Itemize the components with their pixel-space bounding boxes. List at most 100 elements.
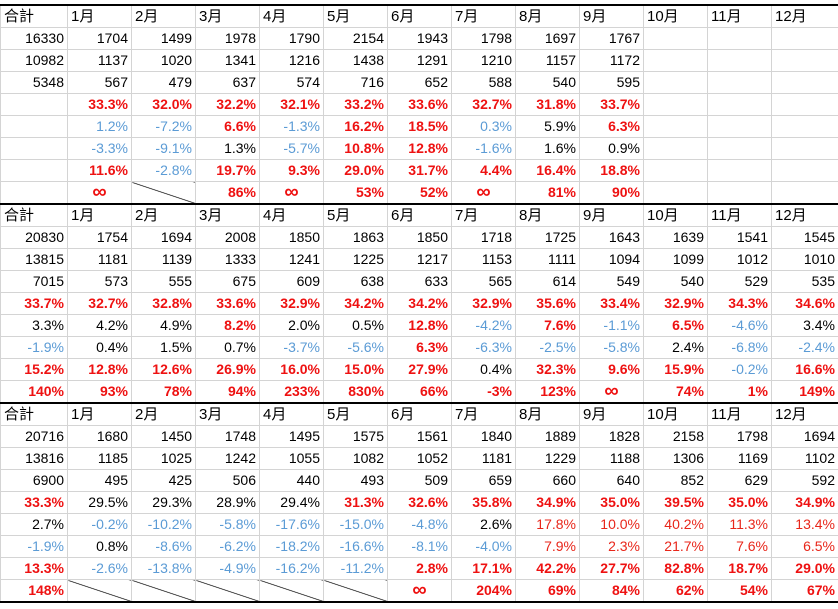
cell: 1052 bbox=[387, 447, 452, 470]
cell: ∞ bbox=[387, 579, 452, 603]
cell: 16.0% bbox=[259, 358, 324, 381]
cell: 9.6% bbox=[579, 358, 644, 381]
header-row: 合計 1月 2月 3月 4月 5月 6月 7月 8月 9月 10月 11月 12月 bbox=[0, 4, 838, 28]
cell: 637 bbox=[195, 71, 260, 94]
cell: 1229 bbox=[515, 447, 580, 470]
cell bbox=[0, 159, 68, 182]
cell: 1137 bbox=[67, 49, 132, 72]
cell: 20830 bbox=[0, 226, 68, 249]
cell: 35.0% bbox=[707, 491, 772, 514]
cell: 12.6% bbox=[131, 358, 196, 381]
cell: 1169 bbox=[707, 447, 772, 470]
header-cell: 1月 bbox=[67, 203, 132, 227]
cell bbox=[131, 579, 196, 603]
cell: 1694 bbox=[131, 226, 196, 249]
cell: 1216 bbox=[259, 49, 324, 72]
data-row: 20716 1680 1450 1748 1495 1575 1561 1840 1889 182… bbox=[0, 425, 838, 448]
cell: 3.4% bbox=[771, 314, 838, 337]
header-cell: 10月 bbox=[643, 4, 708, 28]
data-row: -3.3% -9.1% 1.3% -5.7% 10.8% 12.8% -1.6% 1.6% 0.… bbox=[0, 137, 838, 160]
cell: 2154 bbox=[323, 27, 388, 50]
cell: 10.0% bbox=[579, 513, 644, 536]
header-row: 合計 1月 2月 3月 4月 5月 6月 7月 8月 9月 10月 11月 12月 bbox=[0, 203, 838, 227]
cell bbox=[771, 137, 838, 160]
cell: 33.3% bbox=[67, 93, 132, 116]
cell: 4.2% bbox=[67, 314, 132, 337]
cell: 8.2% bbox=[195, 314, 260, 337]
cell: 32.2% bbox=[195, 93, 260, 116]
cell: 93% bbox=[67, 380, 132, 404]
cell: ∞ bbox=[451, 181, 516, 205]
header-cell: 10月 bbox=[643, 402, 708, 426]
cell bbox=[707, 27, 772, 50]
cell bbox=[707, 49, 772, 72]
cell: 1704 bbox=[67, 27, 132, 50]
header-cell: 3月 bbox=[195, 203, 260, 227]
cell: 1181 bbox=[451, 447, 516, 470]
data-row: 13815 1181 1139 1333 1241 1225 1217 1153 1111 109… bbox=[0, 248, 838, 271]
cell bbox=[643, 181, 708, 205]
cell: 609 bbox=[259, 270, 324, 293]
cell: 1217 bbox=[387, 248, 452, 271]
cell: 18.7% bbox=[707, 557, 772, 580]
cell: 18.8% bbox=[579, 159, 644, 182]
cell: 40.2% bbox=[643, 513, 708, 536]
cell: 588 bbox=[451, 71, 516, 94]
cell: 1012 bbox=[707, 248, 772, 271]
data-row: 3.3% 4.2% 4.9% 8.2% 2.0% 0.5% 12.8% -4.2% 7.6% -1… bbox=[0, 314, 838, 337]
cell: 1172 bbox=[579, 49, 644, 72]
cell: 638 bbox=[323, 270, 388, 293]
cell: 84% bbox=[579, 579, 644, 603]
cell: 54% bbox=[707, 579, 772, 603]
cell: 149% bbox=[771, 380, 838, 404]
cell: 0.5% bbox=[323, 314, 388, 337]
cell: 2.0% bbox=[259, 314, 324, 337]
cell: 1157 bbox=[515, 49, 580, 72]
header-cell: 合計 bbox=[0, 4, 68, 28]
cell: 1790 bbox=[259, 27, 324, 50]
data-row: -1.9% 0.8% -8.6% -6.2% -18.2% -16.6% -8.1% -4.0… bbox=[0, 535, 838, 558]
cell bbox=[707, 137, 772, 160]
cell bbox=[323, 579, 388, 603]
cell: 81% bbox=[515, 181, 580, 205]
data-row: 16330 1704 1499 1978 1790 2154 1943 1798 1697 176… bbox=[0, 27, 838, 50]
cell: 7.9% bbox=[515, 535, 580, 558]
cell: 1% bbox=[707, 380, 772, 404]
cell: 16.6% bbox=[771, 358, 838, 381]
cell: 0.8% bbox=[67, 535, 132, 558]
cell: 33.3% bbox=[0, 491, 68, 514]
cell: 660 bbox=[515, 469, 580, 492]
cell: 1333 bbox=[195, 248, 260, 271]
cell: 595 bbox=[579, 71, 644, 94]
cell bbox=[195, 579, 260, 603]
cell: 74% bbox=[643, 380, 708, 404]
header-cell: 4月 bbox=[259, 402, 324, 426]
cell: 1010 bbox=[771, 248, 838, 271]
cell bbox=[0, 137, 68, 160]
cell bbox=[643, 93, 708, 116]
cell: 1341 bbox=[195, 49, 260, 72]
header-cell: 11月 bbox=[707, 4, 772, 28]
cell: -10.2% bbox=[131, 513, 196, 536]
cell: -4.9% bbox=[195, 557, 260, 580]
cell: 0.3% bbox=[451, 115, 516, 138]
cell: -17.6% bbox=[259, 513, 324, 536]
cell bbox=[771, 49, 838, 72]
cell: 33.4% bbox=[579, 292, 644, 315]
cell bbox=[771, 27, 838, 50]
cell: 0.4% bbox=[451, 358, 516, 381]
cell: -15.0% bbox=[323, 513, 388, 536]
cell: 1561 bbox=[387, 425, 452, 448]
header-cell: 6月 bbox=[387, 402, 452, 426]
cell bbox=[67, 579, 132, 603]
cell: 9.3% bbox=[259, 159, 324, 182]
cell: 15.0% bbox=[323, 358, 388, 381]
cell: 90% bbox=[579, 181, 644, 205]
cell: 1153 bbox=[451, 248, 516, 271]
cell: -5.7% bbox=[259, 137, 324, 160]
cell: 204% bbox=[451, 579, 516, 603]
cell bbox=[707, 159, 772, 182]
cell: 33.7% bbox=[0, 292, 68, 315]
cell bbox=[707, 71, 772, 94]
cell: 7.6% bbox=[515, 314, 580, 337]
